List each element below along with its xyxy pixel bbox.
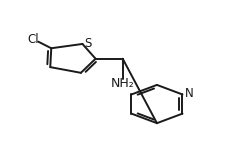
Text: Cl: Cl xyxy=(28,33,39,46)
Text: S: S xyxy=(84,37,91,50)
Text: NH₂: NH₂ xyxy=(111,77,135,90)
Text: N: N xyxy=(185,87,194,100)
